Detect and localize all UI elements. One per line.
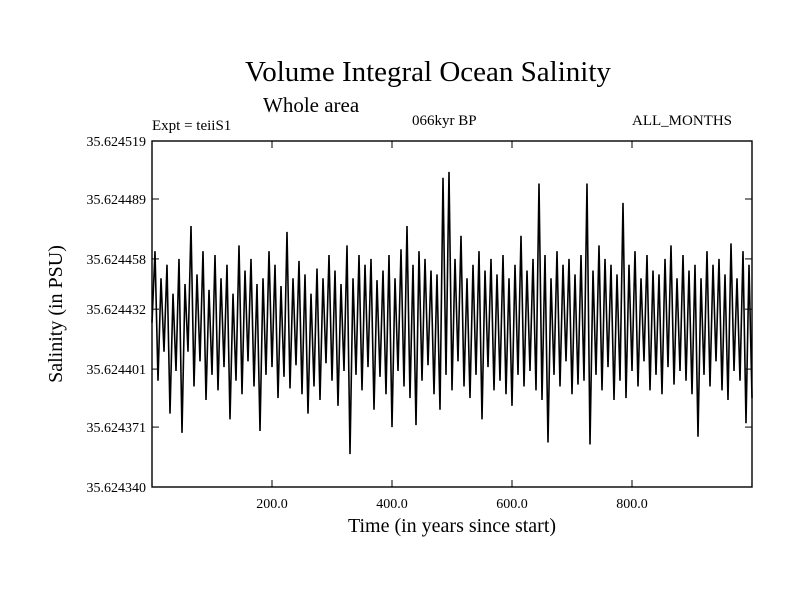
chart-title: Volume Integral Ocean Salinity <box>245 56 611 88</box>
y-axis-label: Salinity (in PSU) <box>45 245 67 383</box>
x-axis-label: Time (in years since start) <box>348 515 556 537</box>
chart-subtitle: Whole area <box>263 93 360 117</box>
period-label: 066kyr BP <box>412 113 477 129</box>
axis-ticks <box>152 140 752 488</box>
series-layer <box>151 171 753 455</box>
y-tick-label: 35.624519 <box>87 135 147 150</box>
x-tick-label: 600.0 <box>496 497 528 512</box>
y-tick-label: 35.624489 <box>87 193 147 208</box>
salinity-series-line-0 <box>151 171 753 455</box>
y-tick-label: 35.624432 <box>87 303 147 318</box>
experiment-label: Expt = teiiS1 <box>152 118 232 134</box>
plot-frame <box>151 140 753 488</box>
y-tick-label: 35.624371 <box>87 421 147 436</box>
y-tick-label: 35.624340 <box>87 481 147 496</box>
x-tick-label: 400.0 <box>376 497 408 512</box>
tick-labels: 200.0 400.0 600.0 800.0 35.624340 35.624371 35… <box>87 135 648 512</box>
months-label: ALL_MONTHS <box>632 113 732 129</box>
y-tick-label: 35.624401 <box>87 363 147 378</box>
x-tick-label: 200.0 <box>256 497 288 512</box>
y-tick-label: 35.624458 <box>87 253 147 268</box>
x-tick-label: 800.0 <box>616 497 648 512</box>
